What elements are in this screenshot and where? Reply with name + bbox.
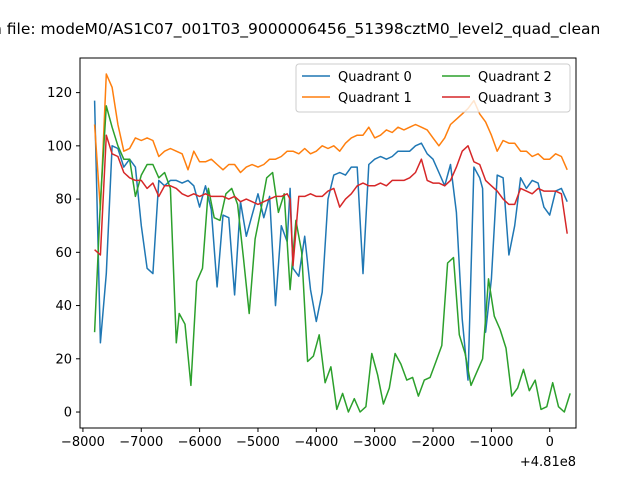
y-tick-label: 40: [55, 299, 72, 314]
y-tick-label: 60: [55, 246, 72, 261]
y-tick-label: 80: [55, 193, 72, 208]
legend-label-quadrant-3: Quadrant 3: [478, 91, 552, 106]
legend-label-quadrant-1: Quadrant 1: [338, 91, 412, 106]
x-tick-label: −4000: [294, 435, 338, 450]
series-line-quadrant-0: [93, 100, 568, 381]
x-tick-label: −2000: [411, 435, 455, 450]
x-tick-label: −5000: [236, 435, 280, 450]
x-tick-label: −8000: [61, 435, 105, 450]
x-axis-offset-label: +4.81e8: [520, 455, 576, 470]
series-line-quadrant-3: [94, 134, 568, 267]
y-axis: 0 20 40 60 80 100 120: [47, 86, 80, 421]
x-axis: −8000 −7000 −6000 −5000 −4000 −3000 −2000 −1000…: [61, 428, 554, 450]
y-tick-label: 0: [64, 406, 72, 421]
y-tick-label: 20: [55, 352, 72, 367]
y-tick-label: 120: [47, 86, 72, 101]
series-layer: [93, 73, 571, 413]
series-line-quadrant-1: [93, 73, 568, 211]
series-line-quadrant-2: [93, 105, 571, 413]
legend: Quadrant 0 Quadrant 2 Quadrant 1 Quadrant 3: [295, 63, 571, 113]
chart-title: n file: modeM0/AS1C07_001T03_9000006456_…: [0, 20, 600, 39]
legend-label-quadrant-2: Quadrant 2: [478, 70, 552, 85]
x-tick-label: −6000: [178, 435, 222, 450]
x-tick-label: 0: [546, 435, 554, 450]
legend-label-quadrant-0: Quadrant 0: [338, 70, 412, 85]
x-tick-label: −7000: [119, 435, 163, 450]
x-tick-label: −3000: [353, 435, 397, 450]
y-tick-label: 100: [47, 139, 72, 154]
x-tick-label: −1000: [469, 435, 513, 450]
legend-frame: [295, 63, 571, 113]
